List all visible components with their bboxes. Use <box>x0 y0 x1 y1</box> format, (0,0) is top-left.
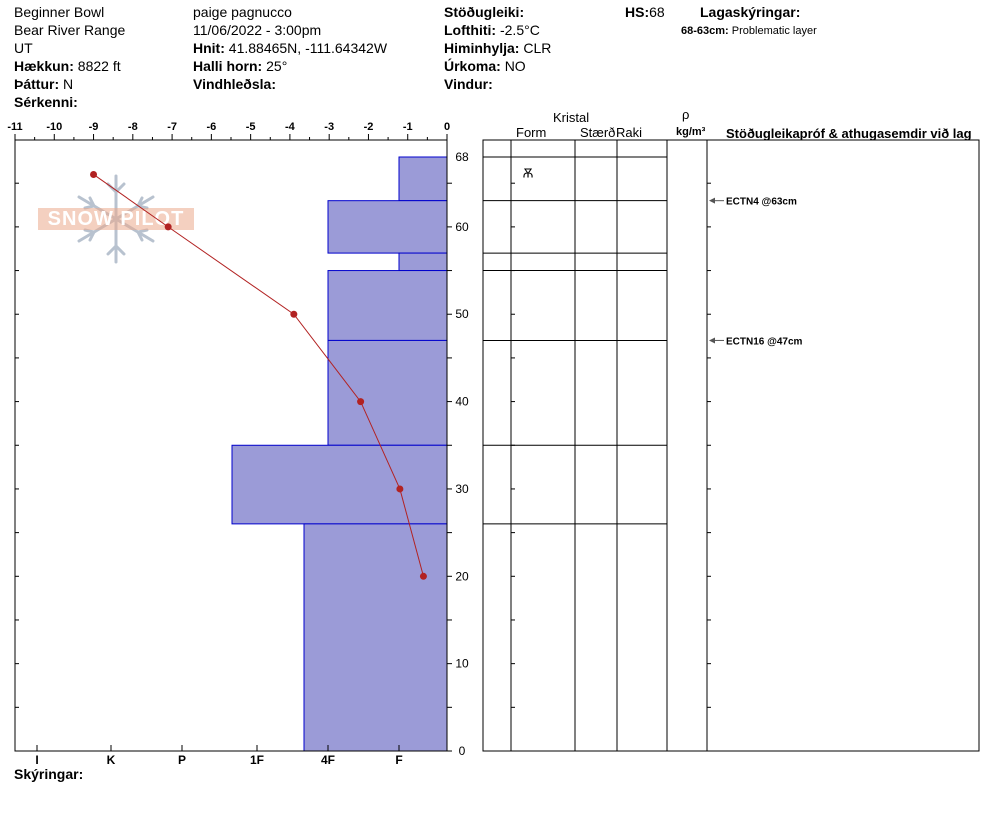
stability-label: Stöðugleiki: <box>444 4 525 20</box>
hardness-bar <box>231 444 448 525</box>
temp-tick-label: -5 <box>246 121 256 133</box>
temperature-point <box>357 398 365 406</box>
temperature-line <box>93 174 424 577</box>
location-name: Beginner Bowl <box>14 4 105 20</box>
grain-form-symbol: Ѫ <box>523 165 534 180</box>
slope: Halli horn: 25° <box>193 58 287 75</box>
temperature-point <box>90 170 98 178</box>
elevation-value: 8822 ft <box>77 58 121 74</box>
wind-label: Vindur: <box>444 76 493 92</box>
temp-tick-label: -10 <box>46 121 62 133</box>
rho-header: ρ <box>682 107 690 122</box>
sky: Himinhylja: CLR <box>444 40 551 57</box>
air-temp: Lofthiti: -2.5°C <box>444 22 540 39</box>
stability-test-label: ECTN4 @63cm <box>726 197 797 208</box>
layer-notes-label: Lagaskýringar: <box>700 4 801 20</box>
hardness-bar <box>327 270 448 341</box>
coords-label: Hnit: <box>193 40 225 56</box>
hardness-bar <box>327 200 448 254</box>
slope-label: Halli horn: <box>193 58 263 74</box>
depth-tick-label: 30 <box>455 482 469 496</box>
tests-header: Stöðugleikapróf & athugasemdir við lag <box>726 126 972 141</box>
test-arrow-icon <box>709 337 715 344</box>
temp-tick-label: -6 <box>206 121 216 133</box>
depth-tick-label: 40 <box>455 395 469 409</box>
hardness-bar <box>398 156 448 202</box>
depth-tick-label: 68 <box>455 150 469 164</box>
temp-tick-label: -4 <box>285 121 296 133</box>
temp-tick-label: 0 <box>444 121 450 133</box>
temp-tick-label: -2 <box>364 121 374 133</box>
notes-label: Skýringar: <box>14 766 84 782</box>
hardness-tick-label: P <box>178 753 186 767</box>
features-label: Sérkenni: <box>14 94 78 110</box>
aspect: Þáttur: N <box>14 76 73 93</box>
precip: Úrkoma: NO <box>444 58 526 75</box>
hardness-tick-label: F <box>395 753 402 767</box>
stability-test-label: ECTN16 @47cm <box>726 336 803 347</box>
temperature-point <box>396 485 404 493</box>
size-header: Stærð <box>580 125 616 140</box>
temp-tick-label: -11 <box>7 121 22 133</box>
temp-tick-label: -9 <box>89 121 99 133</box>
density-unit-header: kg/m³ <box>676 126 706 138</box>
depth-tick-label: 0 <box>459 744 466 758</box>
hardness-tick-label: 1F <box>250 753 264 767</box>
depth-tick-label: 60 <box>455 220 469 234</box>
temperature-point <box>164 223 172 231</box>
coordinates: Hnit: 41.88465N, -111.64342W <box>193 40 387 57</box>
hardness-bar <box>398 252 448 272</box>
depth-tick-label: 50 <box>455 307 469 321</box>
moisture-header: Raki <box>616 125 643 140</box>
temperature-point <box>290 310 298 318</box>
layer-note-text: Problematic layer <box>731 25 817 37</box>
slope-value: 25° <box>266 58 288 74</box>
sky-value: CLR <box>523 40 552 56</box>
temperature-point <box>419 572 427 580</box>
elevation: Hækkun: 8822 ft <box>14 58 121 75</box>
air-temp-label: Lofthiti: <box>444 22 497 38</box>
layer-note: 68-63cm: Problematic layer <box>681 23 817 40</box>
aspect-value: N <box>63 76 74 92</box>
temp-tick-label: -3 <box>324 121 334 133</box>
hardness-tick-label: 4F <box>321 753 335 767</box>
hardness-tick-label: I <box>35 753 38 767</box>
hardness-tick-label: K <box>107 753 116 767</box>
form-header: Form <box>516 125 547 140</box>
depth-tick-label: 20 <box>455 569 469 583</box>
aspect-label: Þáttur: <box>14 76 60 92</box>
hs-label: HS: <box>625 4 650 20</box>
air-temp-value: -2.5°C <box>499 22 540 38</box>
temp-tick-label: -8 <box>128 121 138 133</box>
temp-tick-label: -1 <box>403 121 413 133</box>
hs: HS:68 <box>625 4 665 21</box>
precip-value: NO <box>504 58 526 74</box>
test-arrow-icon <box>709 197 715 204</box>
depth-tick-label: 10 <box>455 657 469 671</box>
wind-loading-label: Vindhleðsla: <box>193 76 276 92</box>
crystal-header: Kristal <box>553 110 590 125</box>
hs-value: 68 <box>649 4 665 20</box>
observation-datetime: 11/06/2022 - 3:00pm <box>193 22 322 38</box>
elevation-label: Hækkun: <box>14 58 74 74</box>
range-name: Bear River Range <box>14 22 126 38</box>
coords-value: 41.88465N, -111.64342W <box>228 40 388 56</box>
layer-note-range: 68-63cm: <box>681 25 729 37</box>
precip-label: Úrkoma: <box>444 58 501 74</box>
hardness-bar <box>327 339 448 446</box>
state-name: UT <box>14 40 33 56</box>
temp-tick-label: -7 <box>167 121 177 133</box>
observer-name: paige pagnucco <box>193 4 292 20</box>
hardness-bar <box>303 523 448 752</box>
sky-label: Himinhylja: <box>444 40 520 56</box>
